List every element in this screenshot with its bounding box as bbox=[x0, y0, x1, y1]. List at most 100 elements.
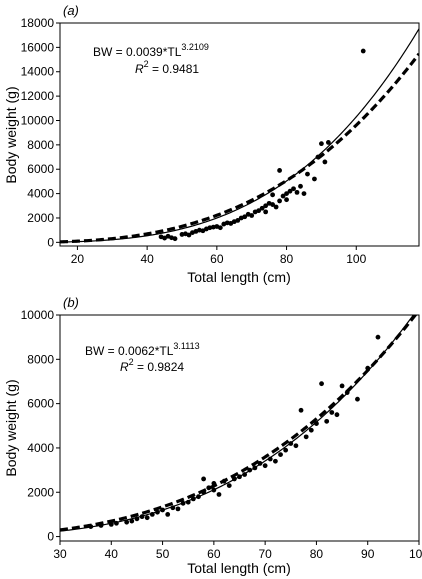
fit-curve-solid-a bbox=[60, 28, 419, 243]
data-point-a bbox=[242, 214, 248, 220]
data-point-a bbox=[319, 141, 324, 147]
fit-curve-solid-b bbox=[60, 315, 415, 532]
data-point-b bbox=[160, 507, 165, 513]
data-point-b bbox=[267, 456, 273, 462]
y-tick-label-b: 10000 bbox=[21, 308, 55, 322]
equation-a-exponent: 3.2109 bbox=[181, 42, 209, 52]
data-point-b bbox=[98, 523, 104, 528]
data-point-b bbox=[216, 492, 222, 497]
r2-b-value: = 0.9824 bbox=[134, 360, 185, 374]
x-tick-label-a: 40 bbox=[140, 252, 154, 266]
data-point-a bbox=[325, 140, 331, 145]
plot-frame-b bbox=[59, 314, 420, 542]
data-point-b bbox=[375, 334, 381, 340]
x-axis-label-b: Total length (cm) bbox=[187, 560, 290, 576]
data-point-b bbox=[308, 427, 314, 433]
x-tick-label-b: 100 bbox=[409, 547, 422, 561]
data-point-b bbox=[293, 443, 299, 449]
data-point-a bbox=[315, 154, 321, 160]
equation-b-exponent: 3.1113 bbox=[173, 341, 199, 351]
data-point-b bbox=[149, 512, 155, 517]
r2-b: R2 = 0.9824 bbox=[120, 357, 184, 374]
data-point-a bbox=[280, 193, 286, 199]
equation-b: BW = 0.0062*TL3.1113 bbox=[85, 341, 200, 358]
data-point-b bbox=[288, 441, 294, 446]
data-point-a bbox=[277, 198, 282, 204]
data-point-b bbox=[170, 505, 176, 511]
data-point-b bbox=[303, 434, 309, 440]
r2-b-exp: 2 bbox=[129, 357, 134, 367]
y-tick-label-a: 12000 bbox=[21, 89, 55, 103]
data-point-b bbox=[365, 365, 371, 371]
data-point-b bbox=[139, 514, 145, 520]
data-point-b bbox=[185, 499, 191, 505]
data-point-a bbox=[287, 188, 293, 194]
data-point-a bbox=[273, 204, 279, 210]
x-tick-label-a: 60 bbox=[210, 252, 224, 266]
data-point-a bbox=[259, 205, 265, 211]
data-point-a bbox=[270, 202, 276, 207]
data-point-b bbox=[206, 485, 212, 491]
data-point-b bbox=[247, 467, 253, 473]
data-point-a bbox=[263, 203, 269, 209]
y-axis-label-a: Body weight (g) bbox=[3, 86, 19, 183]
data-point-b bbox=[175, 506, 181, 512]
data-point-b bbox=[237, 474, 242, 480]
data-point-b bbox=[114, 520, 119, 526]
data-point-a bbox=[312, 176, 317, 182]
data-point-b bbox=[211, 480, 217, 486]
data-point-b bbox=[190, 496, 196, 502]
r2-b-symbol: R bbox=[120, 360, 129, 374]
data-point-b bbox=[180, 500, 186, 506]
data-point-a bbox=[305, 171, 310, 177]
r2-a: R2 = 0.9481 bbox=[135, 59, 199, 76]
data-point-b bbox=[165, 512, 171, 517]
data-point-b bbox=[262, 463, 268, 469]
r2-a-value: = 0.9481 bbox=[149, 62, 200, 76]
equation-a: BW = 0.0039*TL3.2109 bbox=[93, 42, 209, 59]
x-tick-label-b: 30 bbox=[53, 547, 67, 561]
data-point-b bbox=[88, 524, 94, 529]
plot-frame-a bbox=[59, 22, 420, 247]
r2-a-exp: 2 bbox=[144, 59, 149, 69]
y-tick-label-b: 6000 bbox=[27, 397, 54, 411]
x-tick-label-a: 80 bbox=[280, 252, 294, 266]
data-point-a bbox=[294, 189, 300, 195]
data-point-b bbox=[334, 412, 340, 418]
data-point-b bbox=[108, 521, 114, 527]
x-tick-label-b: 90 bbox=[361, 547, 375, 561]
panel-b: (b) BW = 0.0062*TL3.1113 R2 = 0.9824 Tot… bbox=[3, 295, 422, 576]
y-tick-label-a: 0 bbox=[47, 235, 54, 249]
x-tick-label-b: 70 bbox=[258, 547, 272, 561]
y-tick-label-a: 18000 bbox=[21, 16, 55, 30]
x-tick-label-b: 80 bbox=[310, 547, 324, 561]
data-point-a bbox=[284, 197, 289, 203]
data-point-b bbox=[226, 483, 232, 489]
data-point-a bbox=[270, 192, 276, 198]
data-point-b bbox=[144, 515, 150, 521]
data-point-b bbox=[221, 478, 227, 484]
data-point-b bbox=[339, 383, 345, 389]
data-point-b bbox=[242, 472, 248, 477]
data-point-b bbox=[298, 407, 304, 413]
y-tick-label-b: 4000 bbox=[27, 441, 54, 455]
data-point-a bbox=[172, 236, 178, 242]
panel-label-b: (b) bbox=[63, 295, 79, 310]
panel-label-a: (a) bbox=[63, 3, 79, 18]
panel-a: (a) BW = 0.0039*TL3.2109 R2 = 0.9481 Tot… bbox=[3, 3, 420, 285]
data-point-b bbox=[283, 447, 289, 453]
fit-curve-dashed-b bbox=[60, 315, 418, 532]
y-tick-label-b: 2000 bbox=[27, 485, 54, 499]
data-point-b bbox=[129, 518, 135, 524]
y-tick-label-a: 14000 bbox=[21, 65, 55, 79]
data-point-b bbox=[252, 465, 258, 471]
data-point-a bbox=[360, 48, 366, 54]
data-point-b bbox=[319, 381, 324, 387]
equation-b-lhs: BW = 0.0062*TL bbox=[85, 344, 174, 358]
data-point-b bbox=[344, 390, 350, 395]
x-axis-label-a: Total length (cm) bbox=[187, 269, 290, 285]
y-axis-label-b: Body weight (g) bbox=[3, 379, 19, 476]
data-point-b bbox=[201, 489, 207, 495]
x-tick-label-a: 100 bbox=[346, 252, 366, 266]
